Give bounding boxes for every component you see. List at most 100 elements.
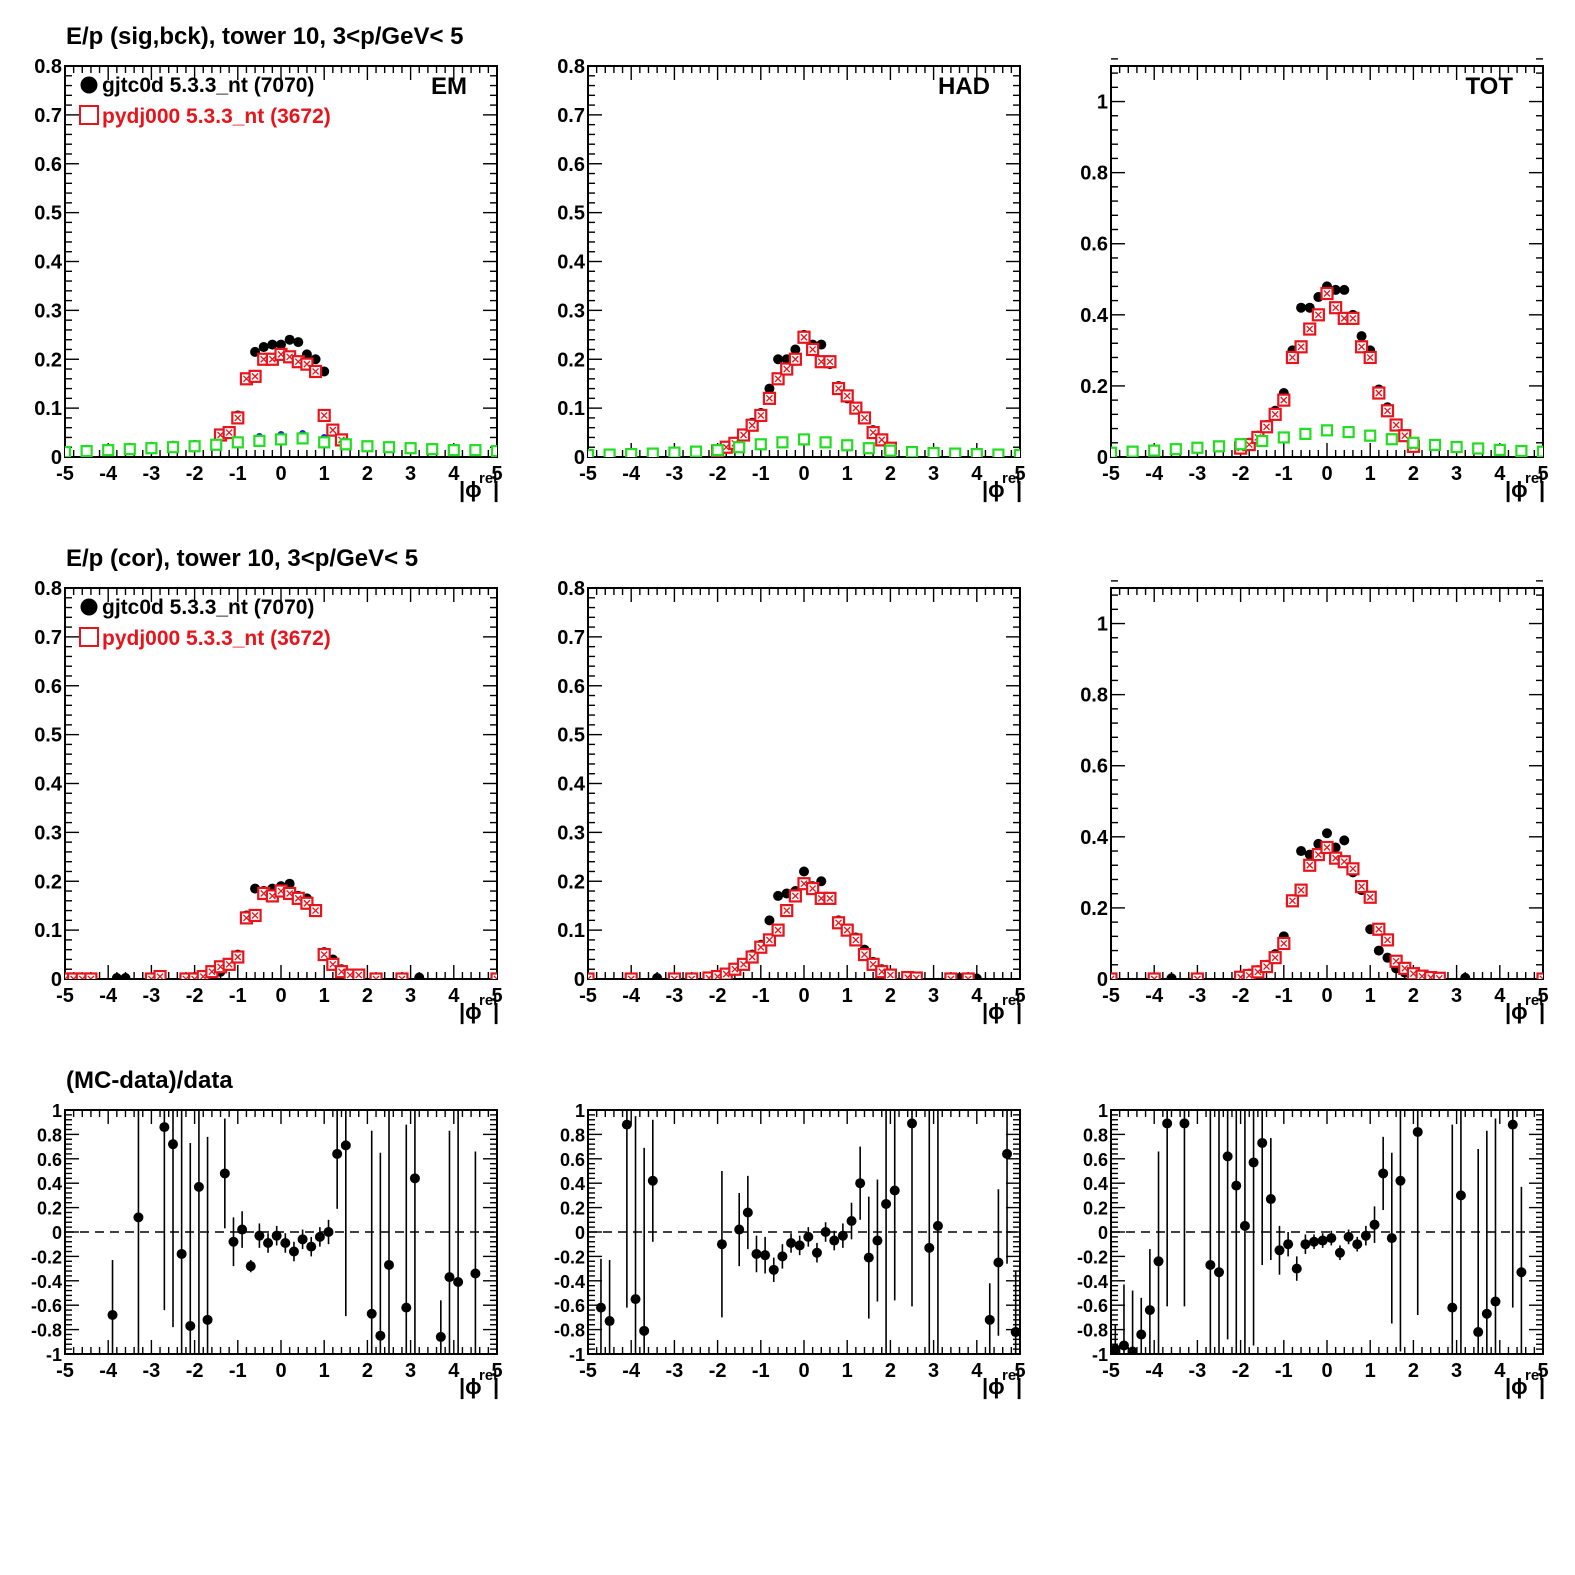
x-tick-label: -2: [709, 1360, 727, 1382]
mc-point: [646, 447, 659, 457]
data-point: [1356, 331, 1367, 342]
mc-point-cross: [826, 358, 834, 366]
y-tick-label: 0: [1098, 1223, 1108, 1243]
x-tick-label: 1: [319, 1360, 330, 1382]
x-tick-label: -3: [666, 1360, 684, 1382]
mc-point: [689, 445, 703, 457]
x-tick-label: 0: [798, 463, 809, 485]
mc-point-cross: [1375, 925, 1383, 933]
y-tick-label: 0.6: [1080, 756, 1108, 778]
y-tick-label: 0.4: [34, 774, 63, 796]
y-tick-label: 0: [574, 447, 585, 469]
x-tick-label: -3: [1189, 1360, 1207, 1382]
mc-point-cross: [260, 355, 268, 363]
y-tick-label: 0.6: [557, 676, 585, 698]
x-tick-label: -1: [229, 985, 247, 1007]
y-tick-label: 0.2: [1083, 1199, 1108, 1219]
x-tick-label: 3: [405, 1360, 416, 1382]
mc-point-cross: [1392, 421, 1400, 429]
data-point: [1010, 1327, 1020, 1338]
x-tick-label: -1: [1275, 1360, 1293, 1382]
data-point: [777, 1251, 788, 1262]
mc-point-cross: [217, 963, 224, 971]
x-tick-label: 2: [362, 1360, 373, 1382]
data-point: [604, 1316, 615, 1327]
data-point: [1360, 1230, 1371, 1241]
mc-point-cross: [1349, 314, 1357, 322]
y-tick-label: 0.8: [1080, 163, 1108, 185]
data-point: [1274, 1245, 1285, 1256]
mc-point: [426, 443, 439, 456]
x-tick-label: -1: [1275, 985, 1293, 1007]
mc-point: [603, 448, 616, 457]
chart-panel-3: -5 -4 -3 -2 -1 0 1 2 3 4 5 0 0.1 0.2 0.3 0.4 0.5 0.6 0.7 0.…: [34, 578, 502, 1024]
x-tick-label: 5: [491, 1360, 502, 1382]
x-tick-label: -3: [666, 463, 684, 485]
mc-point-cross: [372, 975, 380, 979]
data-point: [280, 1237, 291, 1248]
data-layer: [65, 878, 497, 979]
mc-point-cross: [817, 894, 825, 902]
x-tick-label: 1: [842, 985, 853, 1007]
mc-point: [992, 448, 1005, 457]
x-tick-label: 4: [448, 985, 460, 1007]
mc-point-cross: [861, 951, 868, 959]
x-tick-label: 4: [971, 463, 983, 485]
legend-mc-label: pydj000 5.3.3_nt (3672): [102, 105, 331, 128]
y-tick-label: 0.4: [1083, 1174, 1108, 1194]
data-point: [984, 1314, 995, 1325]
mc-point-cross: [1435, 974, 1443, 979]
x-tick-label: 3: [928, 1360, 939, 1382]
x-axis-label-bar: |: [1539, 477, 1545, 502]
mc-point-cross: [260, 890, 268, 897]
data-point: [863, 1252, 874, 1263]
y-tick-label: 0.7: [34, 627, 62, 649]
y-tick-label: 0.8: [557, 56, 585, 78]
mc-point-cross: [912, 974, 920, 979]
mc-point: [1364, 429, 1377, 442]
mc-point: [1126, 445, 1139, 457]
mc-point: [123, 443, 136, 456]
mc-point: [188, 440, 201, 453]
x-tick-label: 2: [885, 1360, 896, 1382]
data-point: [1296, 846, 1307, 857]
y-tick-label: 0.6: [34, 154, 62, 176]
x-axis-label-bar: |: [1539, 999, 1545, 1024]
mc-point: [490, 445, 497, 457]
y-tick-label: 0.2: [557, 871, 585, 893]
mc-point-cross: [1366, 354, 1374, 361]
y-tick-label: 0.2: [1080, 898, 1108, 920]
x-tick-label: 4: [1494, 985, 1506, 1007]
y-tick-label: 0.3: [557, 822, 585, 844]
series-mc: [213, 347, 349, 447]
mc-point: [944, 972, 958, 979]
legend-data-marker: [80, 598, 98, 616]
mc-point: [624, 972, 638, 979]
data-point: [924, 1242, 935, 1253]
data-point: [1222, 1151, 1233, 1162]
mc-point-cross: [1332, 854, 1340, 862]
data-point: [1447, 1302, 1458, 1313]
data-point: [820, 1227, 831, 1237]
data-point: [414, 972, 425, 979]
y-tick-label: -0.2: [1077, 1247, 1108, 1267]
mc-point-cross: [1323, 844, 1331, 851]
mc-point-cross: [1150, 975, 1158, 979]
x-axis-label-sup: rel: [1525, 992, 1543, 1009]
mc-point-cross: [765, 936, 773, 944]
data-point: [1283, 1239, 1294, 1250]
mc-point: [1013, 448, 1020, 457]
mc-point: [1342, 426, 1355, 439]
series-data: [65, 878, 425, 979]
data-point: [1490, 1296, 1501, 1307]
y-tick-label: 0: [575, 1223, 585, 1243]
mc-point-cross: [355, 971, 363, 979]
data-point: [1481, 1308, 1492, 1319]
mc-point: [318, 436, 331, 449]
mc-point: [970, 447, 983, 457]
row-title-sig-bck: E/p (sig,bck), tower 10, 3<p/GeV< 5: [66, 23, 463, 50]
mc-point: [1536, 445, 1543, 457]
plot-frame: [587, 65, 1021, 458]
x-axis-label-bar: |: [1016, 477, 1022, 502]
